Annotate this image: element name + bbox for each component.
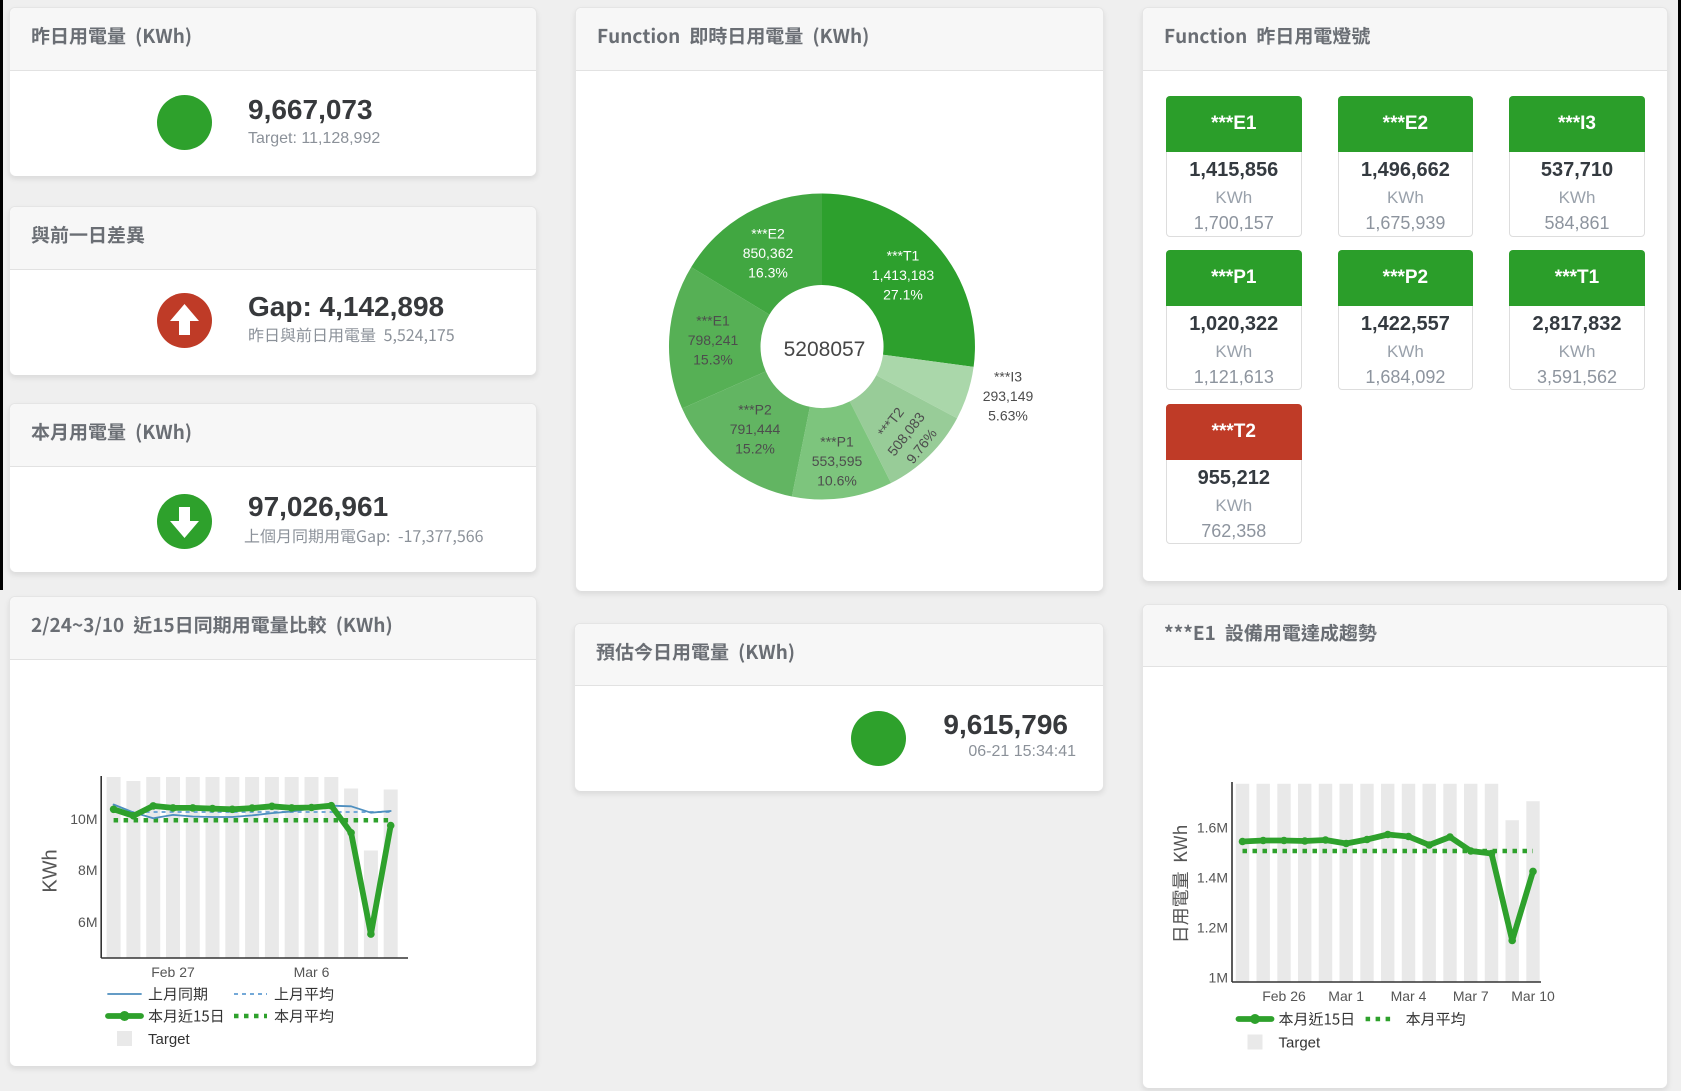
svg-text:10M: 10M bbox=[70, 811, 97, 827]
svg-text:8M: 8M bbox=[78, 862, 97, 878]
svg-text:1.2M: 1.2M bbox=[1197, 920, 1228, 936]
svg-text:***P1: ***P1 bbox=[820, 434, 854, 450]
svg-text:16.3%: 16.3% bbox=[748, 265, 788, 281]
svg-text:15.2%: 15.2% bbox=[735, 441, 775, 457]
svg-text:***P2: ***P2 bbox=[738, 402, 772, 418]
svg-text:***I3: ***I3 bbox=[994, 369, 1022, 385]
svg-text:5208057: 5208057 bbox=[784, 338, 866, 361]
svg-text:27.1%: 27.1% bbox=[883, 287, 923, 303]
svg-text:5.63%: 5.63% bbox=[988, 408, 1028, 424]
svg-text:1M: 1M bbox=[1209, 970, 1228, 986]
svg-text:15.3%: 15.3% bbox=[693, 352, 733, 368]
svg-text:553,595: 553,595 bbox=[812, 453, 863, 469]
svg-text:10.6%: 10.6% bbox=[817, 473, 857, 489]
svg-text:Target: Target bbox=[148, 1031, 191, 1048]
svg-text:Mar 10: Mar 10 bbox=[1511, 988, 1555, 1004]
svg-text:KWh: KWh bbox=[40, 849, 62, 892]
svg-text:6M: 6M bbox=[78, 914, 97, 930]
svg-text:791,444: 791,444 bbox=[730, 421, 781, 437]
svg-text:Mar 6: Mar 6 bbox=[294, 964, 330, 980]
svg-text:Mar 4: Mar 4 bbox=[1391, 988, 1427, 1004]
svg-text:1.6M: 1.6M bbox=[1197, 820, 1228, 836]
svg-text:Feb 26: Feb 26 bbox=[1262, 988, 1306, 1004]
svg-text:798,241: 798,241 bbox=[688, 332, 739, 348]
svg-text:850,362: 850,362 bbox=[743, 245, 794, 261]
svg-text:293,149: 293,149 bbox=[983, 388, 1034, 404]
svg-text:***E2: ***E2 bbox=[751, 226, 785, 242]
svg-text:Target: Target bbox=[1279, 1035, 1322, 1052]
svg-text:***E1: ***E1 bbox=[696, 313, 730, 329]
svg-text:***T1: ***T1 bbox=[887, 248, 920, 264]
svg-text:Mar 7: Mar 7 bbox=[1453, 988, 1489, 1004]
svg-text:1,413,183: 1,413,183 bbox=[872, 267, 934, 283]
svg-text:1.4M: 1.4M bbox=[1197, 870, 1228, 886]
svg-text:Feb 27: Feb 27 bbox=[151, 964, 195, 980]
svg-text:Mar 1: Mar 1 bbox=[1328, 988, 1364, 1004]
